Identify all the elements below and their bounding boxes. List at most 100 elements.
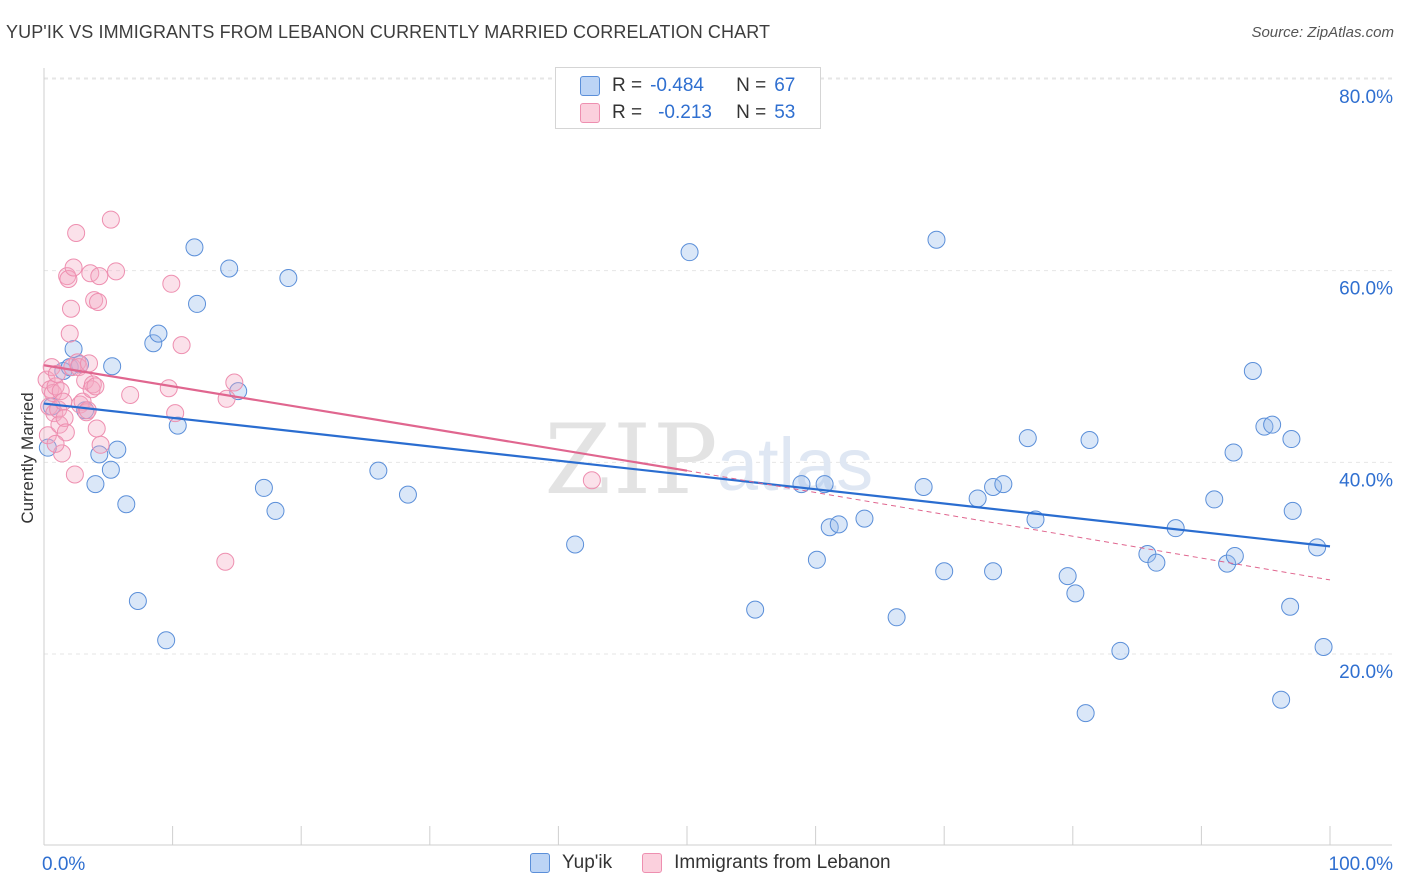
yupik-point-6 [86,475,105,494]
yupik-point-47 [1076,704,1095,723]
lebanon-point-11 [51,382,70,401]
lebanon-point-14 [55,408,74,427]
yupik-point-23 [279,269,298,288]
n-value: 53 [774,102,796,123]
yupik-point-48 [1080,431,1099,449]
yupik-point-43 [1018,429,1037,448]
tick-labels: 20.0% 40.0% 60.0% 80.0% 0.0% 100.0% [42,87,1393,875]
yupik-point-63 [1283,501,1302,520]
yupik-point-46 [1066,584,1085,603]
lebanon-point-36 [86,377,105,396]
yupik-point-13 [144,334,163,353]
yupik-point-22 [266,501,285,520]
lebanon-point-17 [59,270,78,288]
r-value: -0.213 [658,102,712,123]
source-label: Source: ZipAtlas.com [1251,24,1394,41]
lebanon-point-19 [62,299,81,318]
yupik-point-42 [994,475,1013,494]
yupik-point-59 [1263,415,1282,434]
lebanon-point-31 [80,354,99,373]
stats-row-lebanon: R = -0.213 N = 53 [580,101,795,125]
yupik-point-24 [369,461,388,480]
lebanon-point-37 [87,419,106,438]
lebanon-point-34 [83,375,102,394]
yupik-point-55 [1224,443,1243,462]
lebanon-point-43 [121,385,140,404]
yupik-point-39 [968,489,987,508]
yupik-point-28 [746,600,765,619]
yupik-point-34 [855,509,874,528]
watermark: ZIP atlas [544,404,873,516]
lebanon-point-44 [159,379,178,398]
lebanon-trend-line [43,364,688,472]
lebanon-point-39 [90,267,109,286]
yupik-point-19 [220,259,239,278]
stats-row-yupik: R = -0.484 N = 67 [580,74,795,98]
lebanon-point-50 [216,552,235,571]
yupik-point-12 [128,592,147,610]
yupik-point-57 [1243,362,1262,380]
yupik-point-41 [984,477,1003,496]
grid-lines [44,77,1392,655]
lebanon-trend-extension [686,470,1331,581]
lebanon-point-38 [89,293,108,311]
yupik-point-62 [1282,430,1301,449]
yupik-point-10 [108,440,127,459]
lebanon-point-23 [67,224,86,242]
lebanon-point-30 [78,401,97,420]
yupik-point-26 [566,535,585,554]
yupik-point-15 [157,631,176,650]
x-tick-label-1: 100.0% [1329,854,1394,875]
yupik-point-11 [117,495,136,514]
yupik-point-61 [1281,597,1300,616]
yupik-point-7 [90,445,109,464]
yupik-point-60 [1272,690,1291,709]
yupik-point-21 [254,478,273,497]
lebanon-point-52 [46,434,65,453]
y-tick-label-0: 20.0% [1339,662,1393,683]
yupik-point-56 [1225,546,1244,565]
yupik-point-30 [807,550,826,569]
r-label: R = [612,75,643,96]
yupik-point-37 [927,230,946,249]
lebanon-point-42 [107,262,126,281]
yupik-point-40 [984,562,1003,581]
yupik-point-35 [887,608,906,627]
yupik-swatch [530,853,550,873]
yupik-point-33 [829,515,848,534]
lebanon-point-51 [582,471,601,490]
lebanon-point-49 [225,373,244,392]
yupik-point-54 [1218,554,1237,573]
legend-label: Yup'ik [562,852,613,873]
yupik-point-3 [64,339,83,358]
yupik-swatch [580,76,600,96]
r-label: R = [612,102,643,123]
lebanon-point-45 [162,274,181,293]
x-tick-label-0: 0.0% [42,854,85,875]
lebanon-point-41 [101,210,120,229]
lebanon-point-13 [54,392,73,411]
yupik-trend-line [43,402,1331,548]
lebanon-swatch [642,853,663,873]
trend-lines [43,364,1331,581]
yupik-point-49 [1111,641,1130,660]
legend-item-yupik[interactable]: Yup'ik [530,852,612,874]
lebanon-point-48 [217,389,236,408]
yupik-point-64 [1308,538,1327,557]
lebanon-point-8 [47,364,66,383]
lebanon-point-12 [53,444,72,463]
yupik-point-31 [815,475,834,494]
y-tick-label-3: 80.0% [1339,87,1393,108]
yupik-point-65 [1314,638,1333,656]
yupik-point-9 [103,357,122,376]
lebanon-point-15 [56,423,75,442]
lebanon-point-21 [64,258,83,277]
lebanon-point-18 [60,324,79,343]
lebanon-swatch [580,103,600,123]
legend-label: Immigrants from Lebanon [674,852,891,873]
legend-item-lebanon[interactable]: Immigrants from Lebanon [642,852,891,874]
lebanon-point-27 [73,392,92,411]
n-label: N = [736,75,767,96]
yupik-point-58 [1255,417,1274,436]
